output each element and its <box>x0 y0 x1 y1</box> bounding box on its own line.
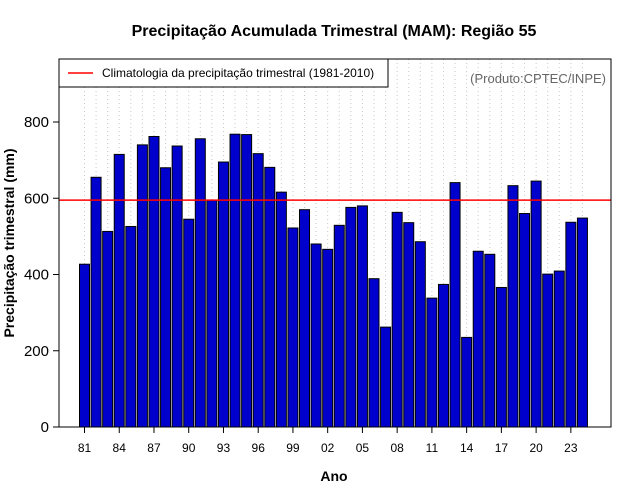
bar-96 <box>252 153 264 428</box>
bar-00 <box>299 209 311 428</box>
bar-97 <box>264 166 276 428</box>
bar-86 <box>136 144 148 428</box>
bar-89 <box>171 145 183 428</box>
x-tick-label: 90 <box>182 441 196 455</box>
bar-15 <box>472 250 484 428</box>
bar-03 <box>333 224 345 428</box>
x-tick-label: 20 <box>529 441 543 455</box>
bar-16 <box>484 253 496 428</box>
chart-title: Precipitação Acumulada Trimestral (MAM):… <box>132 23 537 40</box>
x-axis: 81 84 87 90 93 96 99 02 05 08 11 14 17 20 23 <box>78 427 578 455</box>
bar-20 <box>530 180 542 428</box>
bar-13 <box>449 182 461 428</box>
bar-85 <box>125 225 137 428</box>
bar-18 <box>507 185 519 428</box>
x-tick-label: 08 <box>390 441 404 455</box>
bar-24 <box>576 217 588 428</box>
bar-90 <box>183 218 195 428</box>
bar-05 <box>356 205 368 428</box>
bar-91 <box>194 138 206 428</box>
legend: Climatologia da precipitação trimestral … <box>58 58 389 88</box>
y-tick-label: 0 <box>41 419 49 436</box>
bar-06 <box>368 278 380 428</box>
bar-23 <box>565 221 577 428</box>
legend-box <box>58 58 389 88</box>
bar-88 <box>160 167 172 428</box>
x-axis-title: Ano <box>320 468 347 484</box>
bar-95 <box>241 134 253 428</box>
x-tick-label: 93 <box>217 441 231 455</box>
y-tick-label: 800 <box>24 114 49 131</box>
x-tick-label: 81 <box>78 441 92 455</box>
bar-02 <box>322 248 334 428</box>
bar-81 <box>79 263 90 428</box>
x-tick-label: 23 <box>564 441 578 455</box>
x-tick-label: 05 <box>356 441 370 455</box>
bar-19 <box>519 213 531 428</box>
bar-21 <box>542 273 554 428</box>
bar-01 <box>310 243 322 428</box>
bar-92 <box>206 199 218 428</box>
bar-07 <box>380 326 392 428</box>
x-tick-label: 99 <box>286 441 300 455</box>
bar-09 <box>403 222 415 428</box>
bar-98 <box>275 191 287 428</box>
bar-93 <box>217 161 229 428</box>
bar-12 <box>437 283 449 428</box>
bar-10 <box>414 241 426 428</box>
x-tick-label: 17 <box>495 441 509 455</box>
bar-87 <box>148 135 160 428</box>
bar-99 <box>287 227 299 428</box>
x-tick-label: 96 <box>252 441 266 455</box>
bars <box>79 133 588 428</box>
x-tick-label: 87 <box>147 441 161 455</box>
x-tick-label: 02 <box>321 441 335 455</box>
bar-84 <box>113 153 125 428</box>
bar-17 <box>495 286 507 428</box>
bar-22 <box>553 270 565 428</box>
legend-label: Climatologia da precipitação trimestral … <box>102 66 374 80</box>
bar-83 <box>102 230 114 428</box>
y-tick-label: 600 <box>24 190 49 207</box>
bar-94 <box>229 133 241 428</box>
credit-text: (Produto:CPTEC/INPE) <box>470 71 606 86</box>
x-tick-label: 84 <box>113 441 127 455</box>
x-tick-label: 14 <box>460 441 474 455</box>
bar-14 <box>461 336 473 428</box>
bar-04 <box>345 206 357 428</box>
y-tick-label: 200 <box>24 343 49 360</box>
x-tick-label: 11 <box>426 441 439 455</box>
y-axis-title: Precipitação trimestral (mm) <box>1 148 17 337</box>
y-axis: 0 200 400 600 800 <box>24 114 59 436</box>
bar-11 <box>426 297 438 428</box>
y-tick-label: 400 <box>24 267 49 284</box>
bar-82 <box>90 176 102 428</box>
bar-08 <box>391 211 403 428</box>
